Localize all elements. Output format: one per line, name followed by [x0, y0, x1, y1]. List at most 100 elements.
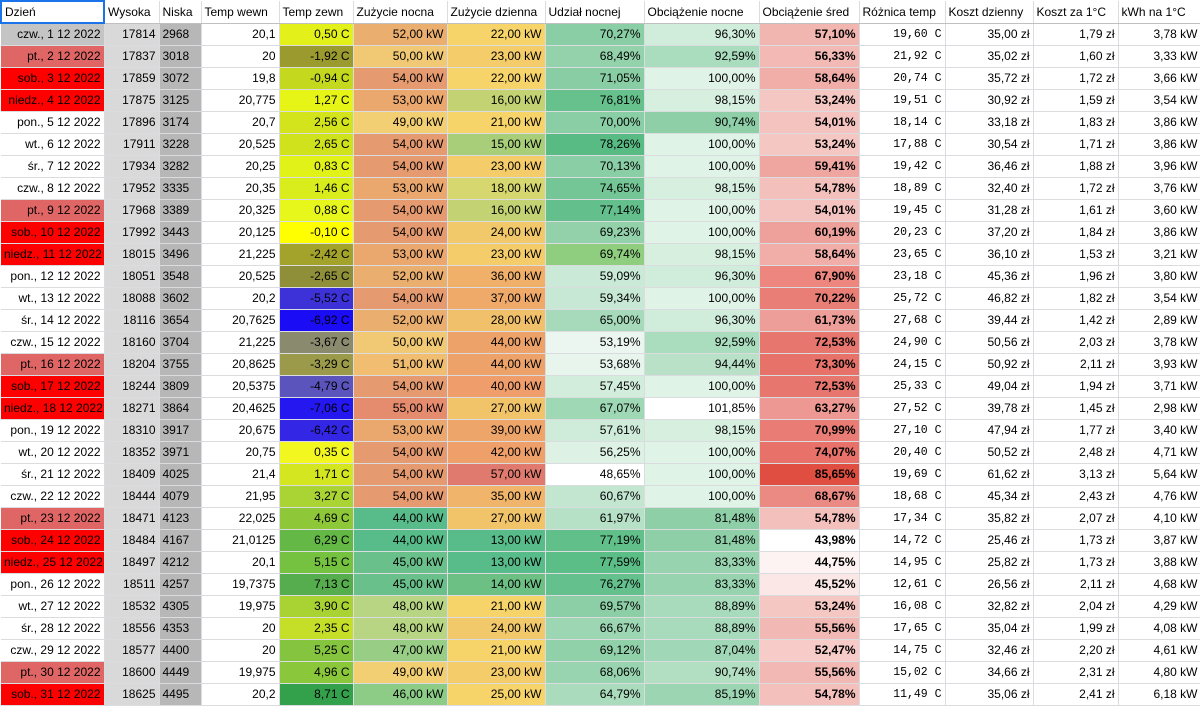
cell-night-share[interactable]: 68,49%: [545, 45, 645, 68]
cell-temp-out[interactable]: 1,46 C: [279, 177, 354, 200]
cell-high[interactable]: 18204: [104, 353, 160, 376]
cell-high[interactable]: 17968: [104, 199, 160, 222]
cell-kwh-per-deg[interactable]: 3,86 kW: [1118, 221, 1200, 244]
cell-high[interactable]: 18271: [104, 397, 160, 420]
cell-temp-out[interactable]: 7,13 C: [279, 573, 354, 596]
cell-daily-cost[interactable]: 50,92 zł: [945, 353, 1034, 376]
cell-day[interactable]: sob., 31 12 2022: [1, 683, 105, 706]
cell-low[interactable]: 3704: [159, 331, 202, 354]
cell-day[interactable]: wt., 27 12 2022: [1, 595, 105, 618]
cell-daily-cost[interactable]: 39,44 zł: [945, 309, 1034, 332]
cell-cost-per-deg[interactable]: 2,11 zł: [1033, 573, 1119, 596]
cell-daily-cost[interactable]: 35,82 zł: [945, 507, 1034, 530]
cell-temp-out[interactable]: 2,65 C: [279, 133, 354, 156]
cell-avg-load[interactable]: 70,22%: [759, 287, 860, 310]
cell-night-usage[interactable]: 54,00 kW: [353, 441, 448, 464]
cell-night-share[interactable]: 69,74%: [545, 243, 645, 266]
cell-kwh-per-deg[interactable]: 3,54 kW: [1118, 287, 1200, 310]
cell-temp-in[interactable]: 19,7375: [201, 573, 280, 596]
cell-day[interactable]: pon., 5 12 2022: [1, 111, 105, 134]
cell-night-share[interactable]: 77,19%: [545, 529, 645, 552]
cell-day[interactable]: sob., 3 12 2022: [1, 67, 105, 90]
cell-low[interactable]: 4257: [159, 573, 202, 596]
cell-temp-in[interactable]: 20,1: [201, 23, 280, 46]
cell-temp-in[interactable]: 20,2: [201, 683, 280, 706]
cell-day-usage[interactable]: 23,00 kW: [447, 661, 546, 684]
cell-temp-diff[interactable]: 14,75 C: [859, 639, 946, 662]
cell-avg-load[interactable]: 56,33%: [759, 45, 860, 68]
cell-temp-in[interactable]: 20: [201, 45, 280, 68]
cell-high[interactable]: 17992: [104, 221, 160, 244]
cell-kwh-per-deg[interactable]: 3,86 kW: [1118, 111, 1200, 134]
cell-low[interactable]: 3755: [159, 353, 202, 376]
cell-day[interactable]: pt., 23 12 2022: [1, 507, 105, 530]
col-header-high[interactable]: Wysoka: [104, 1, 160, 24]
cell-night-usage[interactable]: 48,00 kW: [353, 617, 448, 640]
cell-kwh-per-deg[interactable]: 2,89 kW: [1118, 309, 1200, 332]
cell-night-usage[interactable]: 53,00 kW: [353, 419, 448, 442]
cell-kwh-per-deg[interactable]: 3,87 kW: [1118, 529, 1200, 552]
cell-temp-diff[interactable]: 25,33 C: [859, 375, 946, 398]
cell-night-usage[interactable]: 47,00 kW: [353, 639, 448, 662]
cell-day-usage[interactable]: 21,00 kW: [447, 111, 546, 134]
cell-night-share[interactable]: 64,79%: [545, 683, 645, 706]
cell-night-usage[interactable]: 54,00 kW: [353, 463, 448, 486]
cell-daily-cost[interactable]: 35,04 zł: [945, 617, 1034, 640]
cell-temp-out[interactable]: -5,52 C: [279, 287, 354, 310]
cell-temp-in[interactable]: 21,95: [201, 485, 280, 508]
cell-day[interactable]: wt., 13 12 2022: [1, 287, 105, 310]
cell-cost-per-deg[interactable]: 2,04 zł: [1033, 595, 1119, 618]
cell-high[interactable]: 18310: [104, 419, 160, 442]
cell-avg-load[interactable]: 54,01%: [759, 199, 860, 222]
cell-kwh-per-deg[interactable]: 4,68 kW: [1118, 573, 1200, 596]
cell-night-usage[interactable]: 54,00 kW: [353, 287, 448, 310]
cell-night-usage[interactable]: 45,00 kW: [353, 551, 448, 574]
cell-avg-load[interactable]: 43,98%: [759, 529, 860, 552]
cell-kwh-per-deg[interactable]: 4,80 kW: [1118, 661, 1200, 684]
cell-night-load[interactable]: 96,30%: [644, 309, 760, 332]
cell-day-usage[interactable]: 22,00 kW: [447, 67, 546, 90]
cell-low[interactable]: 4495: [159, 683, 202, 706]
cell-temp-diff[interactable]: 23,18 C: [859, 265, 946, 288]
cell-high[interactable]: 18471: [104, 507, 160, 530]
cell-night-share[interactable]: 67,07%: [545, 397, 645, 420]
cell-temp-in[interactable]: 20,2: [201, 287, 280, 310]
cell-high[interactable]: 17859: [104, 67, 160, 90]
cell-night-share[interactable]: 66,67%: [545, 617, 645, 640]
cell-avg-load[interactable]: 74,07%: [759, 441, 860, 464]
cell-night-load[interactable]: 87,04%: [644, 639, 760, 662]
cell-night-load[interactable]: 98,15%: [644, 177, 760, 200]
cell-day-usage[interactable]: 21,00 kW: [447, 595, 546, 618]
cell-cost-per-deg[interactable]: 1,42 zł: [1033, 309, 1119, 332]
cell-avg-load[interactable]: 54,78%: [759, 507, 860, 530]
cell-high[interactable]: 18088: [104, 287, 160, 310]
cell-night-share[interactable]: 57,45%: [545, 375, 645, 398]
col-header-day-usage[interactable]: Zużycie dzienna: [447, 1, 546, 24]
cell-temp-out[interactable]: 3,27 C: [279, 485, 354, 508]
cell-day-usage[interactable]: 23,00 kW: [447, 155, 546, 178]
cell-temp-diff[interactable]: 14,72 C: [859, 529, 946, 552]
cell-day[interactable]: czw., 8 12 2022: [1, 177, 105, 200]
cell-temp-diff[interactable]: 19,51 C: [859, 89, 946, 112]
cell-night-share[interactable]: 77,59%: [545, 551, 645, 574]
cell-temp-out[interactable]: 0,35 C: [279, 441, 354, 464]
cell-low[interactable]: 3548: [159, 265, 202, 288]
cell-night-load[interactable]: 100,00%: [644, 221, 760, 244]
cell-day[interactable]: śr., 21 12 2022: [1, 463, 105, 486]
cell-day[interactable]: sob., 10 12 2022: [1, 221, 105, 244]
cell-night-load[interactable]: 98,15%: [644, 243, 760, 266]
cell-day-usage[interactable]: 14,00 kW: [447, 573, 546, 596]
cell-night-usage[interactable]: 52,00 kW: [353, 265, 448, 288]
cell-temp-out[interactable]: 0,50 C: [279, 23, 354, 46]
cell-avg-load[interactable]: 54,01%: [759, 111, 860, 134]
cell-temp-diff[interactable]: 17,34 C: [859, 507, 946, 530]
cell-temp-in[interactable]: 20,325: [201, 199, 280, 222]
cell-avg-load[interactable]: 60,19%: [759, 221, 860, 244]
cell-temp-diff[interactable]: 19,60 C: [859, 23, 946, 46]
cell-low[interactable]: 4305: [159, 595, 202, 618]
cell-temp-out[interactable]: 0,88 C: [279, 199, 354, 222]
cell-night-share[interactable]: 60,67%: [545, 485, 645, 508]
cell-night-load[interactable]: 100,00%: [644, 287, 760, 310]
cell-daily-cost[interactable]: 31,28 zł: [945, 199, 1034, 222]
cell-night-usage[interactable]: 54,00 kW: [353, 221, 448, 244]
